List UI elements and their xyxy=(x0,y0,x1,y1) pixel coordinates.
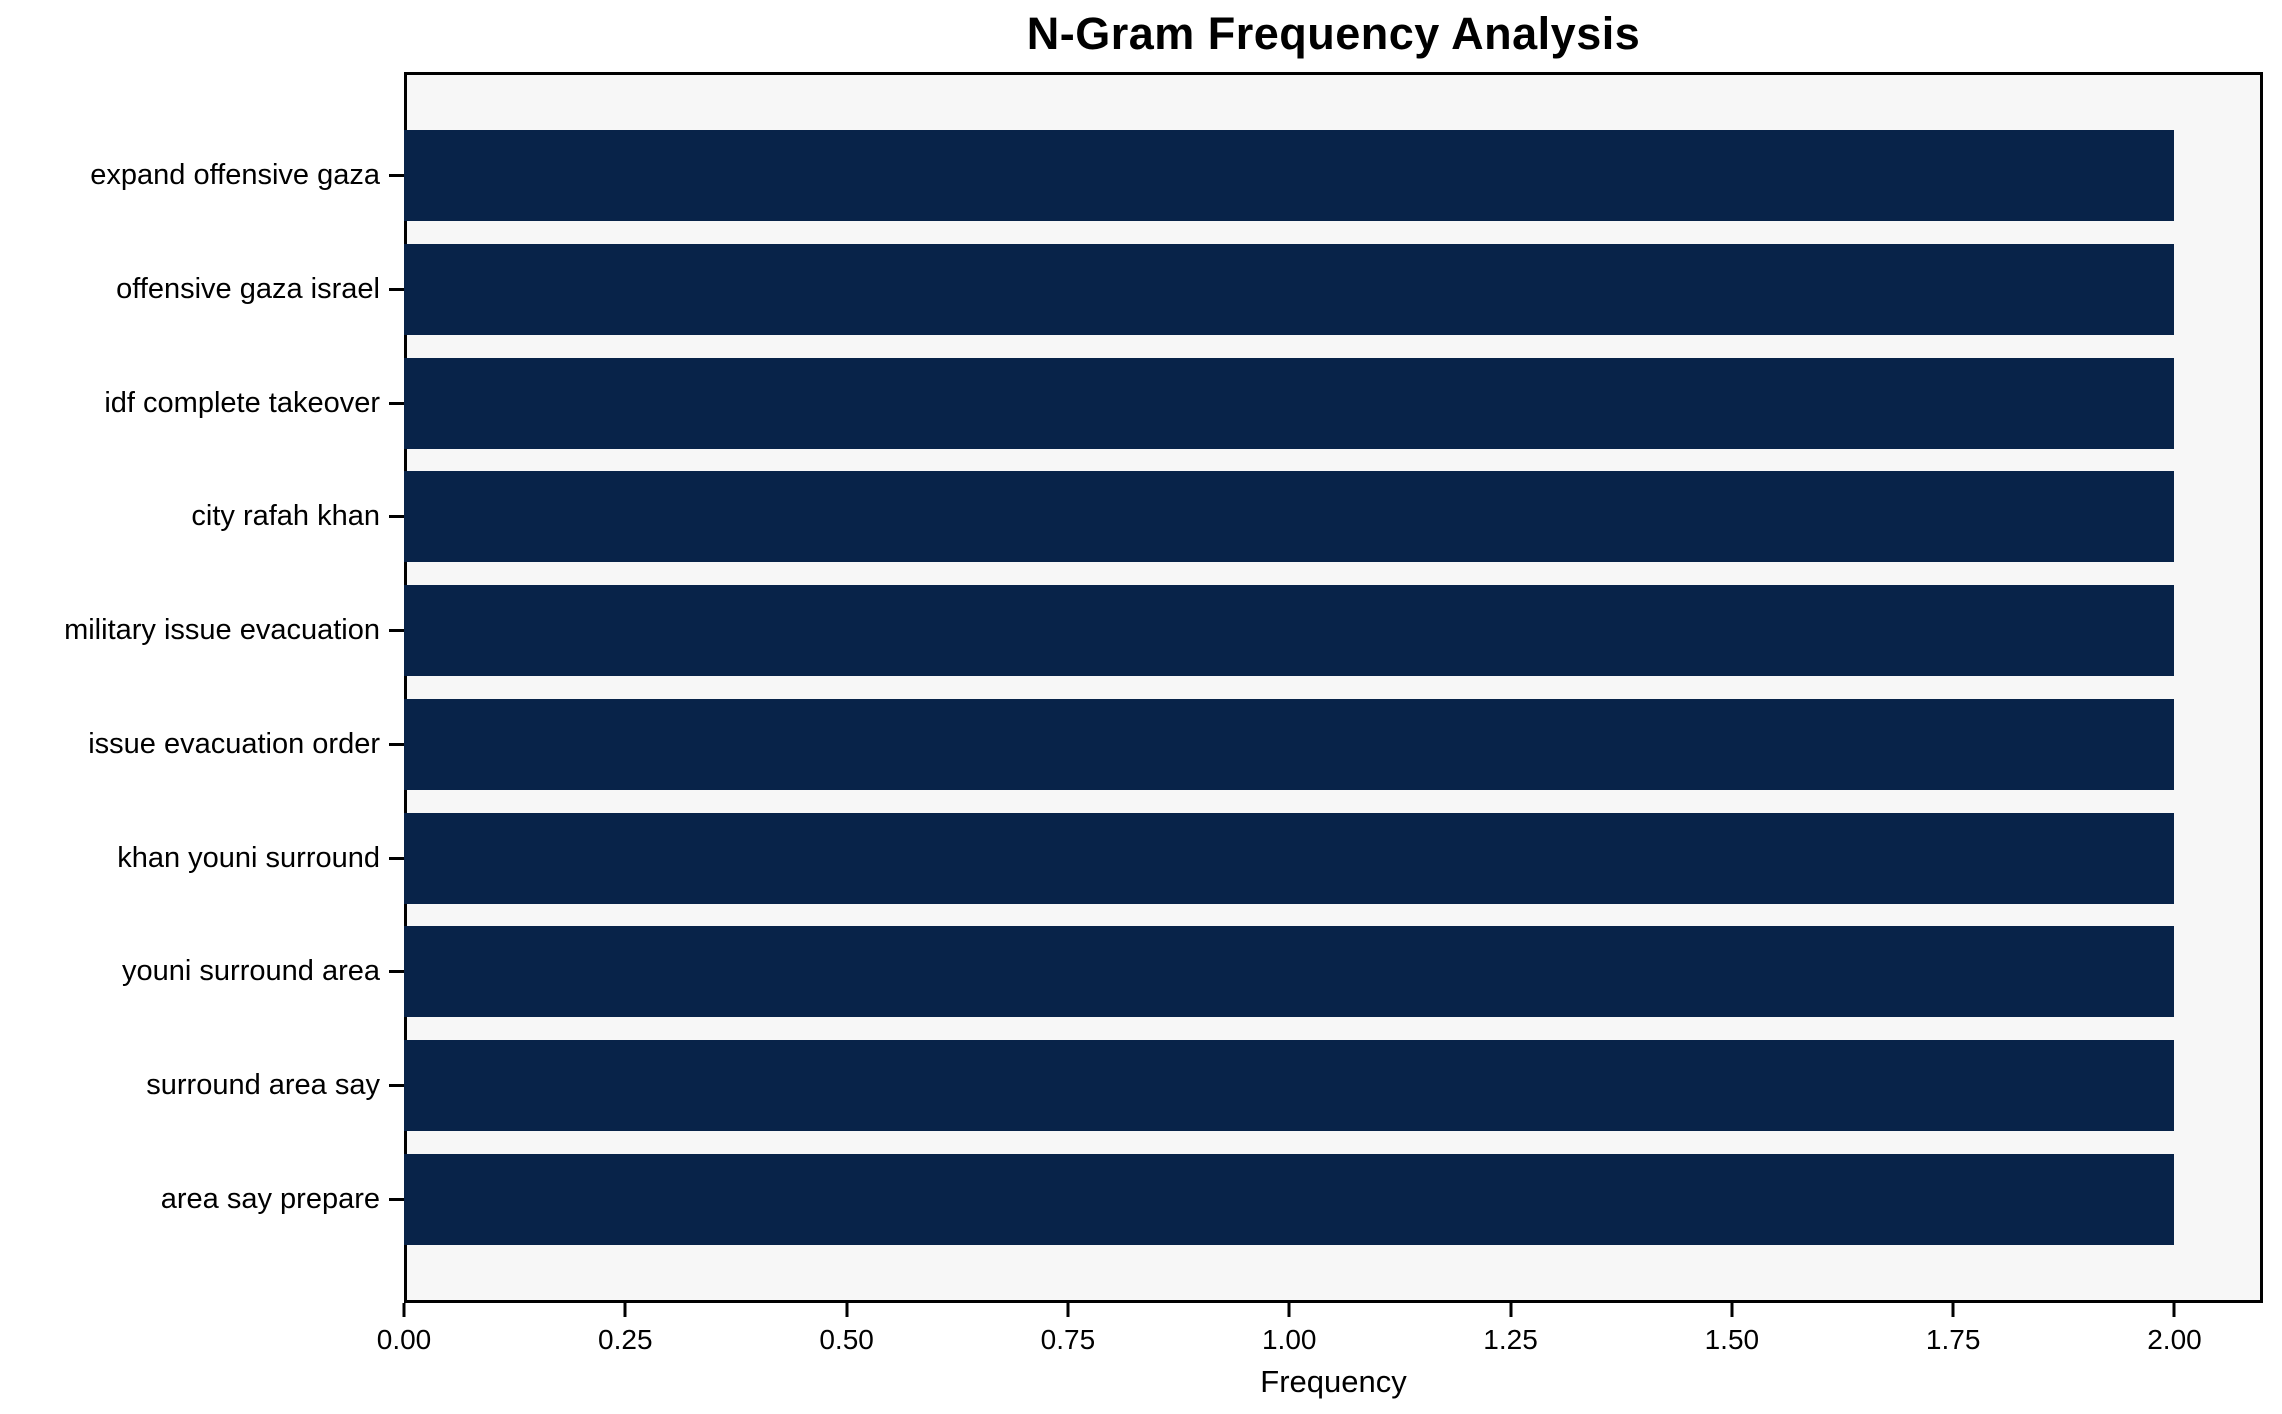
y-tick-mark xyxy=(389,515,404,519)
y-axis-category: expand offensive gaza xyxy=(0,119,404,233)
bar xyxy=(404,130,2175,222)
y-tick-label: offensive gaza israel xyxy=(116,273,380,306)
y-tick-label: khan youni surround xyxy=(117,841,380,874)
x-tick-mark xyxy=(1066,1303,1070,1317)
x-tick-mark xyxy=(2172,1303,2176,1317)
bar-track xyxy=(404,574,2263,688)
x-tick-mark xyxy=(845,1303,849,1317)
x-tick-mark xyxy=(402,1303,406,1317)
bar-row: expand offensive gaza xyxy=(0,119,2263,233)
y-tick-mark xyxy=(389,1197,404,1201)
y-tick-label: issue evacuation order xyxy=(88,727,380,760)
x-tick-label: 2.00 xyxy=(2147,1324,2202,1355)
y-tick-mark xyxy=(389,174,404,178)
bar xyxy=(404,585,2175,677)
bar-rows: expand offensive gaza offensive gaza isra… xyxy=(0,72,2263,1303)
bar-row: military issue evacuation xyxy=(0,574,2263,688)
y-axis-category: city rafah khan xyxy=(0,460,404,574)
bar-row: surround area say xyxy=(0,1029,2263,1143)
chart-title: N-Gram Frequency Analysis xyxy=(1026,8,1641,59)
bar-row: city rafah khan xyxy=(0,460,2263,574)
bar-track xyxy=(404,801,2263,915)
bar-row: idf complete takeover xyxy=(0,346,2263,460)
y-tick-label: surround area say xyxy=(146,1068,380,1101)
y-axis-category: youni surround area xyxy=(0,915,404,1029)
bar-track xyxy=(404,233,2263,347)
y-tick-label: idf complete takeover xyxy=(104,386,380,419)
x-tick-label: 0.00 xyxy=(376,1324,432,1355)
x-tick-mark xyxy=(1509,1303,1513,1317)
y-tick-mark xyxy=(389,856,404,860)
x-tick-mark xyxy=(623,1303,627,1317)
y-tick-mark xyxy=(389,401,404,405)
y-axis-category: surround area say xyxy=(0,1029,404,1143)
bar-track xyxy=(404,460,2263,574)
bar-track xyxy=(404,1142,2263,1256)
y-tick-mark xyxy=(389,629,404,633)
x-tick-label: 0.25 xyxy=(598,1324,653,1355)
y-tick-mark xyxy=(389,1083,404,1087)
x-tick-mark xyxy=(1287,1303,1291,1317)
bar xyxy=(404,1040,2175,1131)
bar xyxy=(404,244,2175,336)
y-tick-label: youni surround area xyxy=(122,955,380,988)
bar xyxy=(404,471,2175,563)
bar xyxy=(404,812,2175,904)
y-axis-category: area say prepare xyxy=(0,1142,404,1256)
y-tick-label: city rafah khan xyxy=(191,500,380,533)
bar-row: offensive gaza israel xyxy=(0,233,2263,347)
y-axis-category: idf complete takeover xyxy=(0,346,404,460)
bar xyxy=(404,698,2175,790)
bar-row: area say prepare xyxy=(0,1142,2263,1256)
x-tick-mark xyxy=(1730,1303,1734,1317)
bar-track xyxy=(404,119,2263,233)
x-tick-label: 1.75 xyxy=(1925,1324,1981,1355)
x-axis: Frequency 0.00 0.25 0.50 0.75 1.00 1.25 1.50 1.… xyxy=(377,1303,2263,1414)
x-tick-label: 0.75 xyxy=(1040,1324,1096,1355)
x-tick-label: 1.25 xyxy=(1483,1324,1538,1355)
x-tick-label: 1.00 xyxy=(1261,1324,1317,1355)
x-axis-label: Frequency xyxy=(1260,1364,1407,1399)
bar-row: youni surround area xyxy=(0,915,2263,1029)
bar-row: issue evacuation order xyxy=(0,688,2263,802)
y-tick-mark xyxy=(389,970,404,974)
bar-row: khan youni surround xyxy=(0,801,2263,915)
bar-track xyxy=(404,688,2263,802)
x-tick-mark xyxy=(1951,1303,1955,1317)
y-axis-category: offensive gaza israel xyxy=(0,233,404,347)
y-tick-label: area say prepare xyxy=(160,1182,380,1215)
y-axis-category: military issue evacuation xyxy=(0,574,404,688)
bar-track xyxy=(404,346,2263,460)
y-tick-label: expand offensive gaza xyxy=(90,159,380,192)
bar xyxy=(404,926,2175,1018)
x-tick-label: 1.50 xyxy=(1704,1324,1760,1355)
bar xyxy=(404,1153,2175,1245)
y-tick-label: military issue evacuation xyxy=(64,614,380,647)
y-tick-mark xyxy=(389,742,404,746)
bar-track xyxy=(404,1029,2263,1143)
y-axis-category: khan youni surround xyxy=(0,801,404,915)
y-axis-category: issue evacuation order xyxy=(0,688,404,802)
y-tick-mark xyxy=(389,288,404,292)
bar xyxy=(404,357,2175,449)
bar-track xyxy=(404,915,2263,1029)
x-tick-label: 0.50 xyxy=(819,1324,874,1355)
